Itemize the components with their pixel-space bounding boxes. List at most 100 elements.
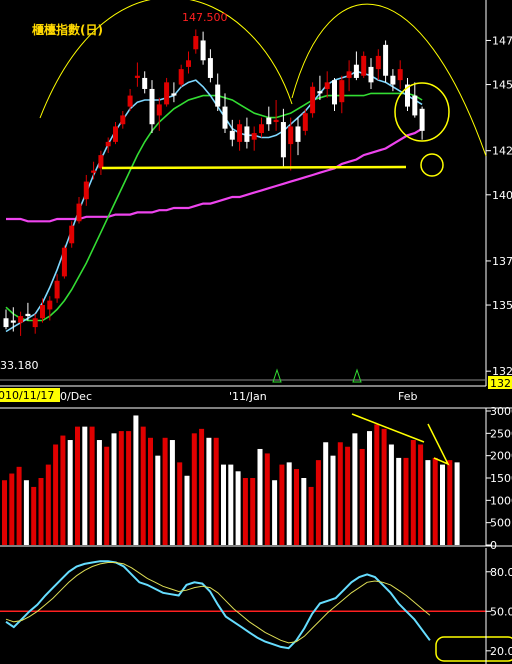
- candle-body: [105, 141, 111, 147]
- candle-body: [149, 88, 155, 125]
- volume-bar: [396, 457, 402, 545]
- candle-body: [156, 104, 162, 116]
- volume-bar: [403, 457, 409, 545]
- candle-body: [383, 44, 389, 76]
- candle-body: [259, 124, 264, 134]
- volume-trend-arrow: [427, 423, 450, 466]
- volume-bar: [447, 460, 453, 545]
- volume-trend-line: [351, 413, 425, 443]
- price-tick-label: 132: [492, 365, 512, 378]
- low-price-label: 33.180: [0, 359, 39, 372]
- candle-body: [353, 64, 359, 78]
- signal-triangle-2: [352, 368, 362, 383]
- candle-body: [302, 113, 308, 131]
- volume-bar: [89, 426, 95, 545]
- volume-bar: [250, 478, 256, 545]
- price-tick-label: 145: [492, 79, 512, 92]
- volume-bar: [330, 455, 336, 545]
- volume-bar: [126, 431, 132, 545]
- candle-body: [222, 106, 228, 129]
- volume-tick-label: 2500: [490, 427, 512, 440]
- candle-body: [215, 84, 221, 107]
- candle-body: [113, 126, 118, 142]
- kd-highlight-box: [435, 636, 512, 662]
- candle-body: [76, 203, 82, 222]
- volume-bar: [191, 433, 197, 545]
- volume-tick-label: 1500: [490, 472, 512, 485]
- volume-bar: [359, 448, 365, 545]
- volume-bar: [440, 464, 445, 545]
- candle-body: [178, 69, 184, 85]
- volume-bar: [418, 444, 424, 545]
- price-axis: 132 135 137 140 142 145 147: [486, 34, 512, 378]
- d-line: [5, 562, 431, 644]
- volume-bar: [67, 440, 73, 545]
- volume-bar: [454, 462, 460, 545]
- candle-body: [3, 318, 9, 328]
- kd-panel: [0, 560, 512, 662]
- candle-body: [69, 225, 75, 244]
- candle-body: [83, 181, 89, 200]
- candle-body: [120, 115, 126, 125]
- candle-body: [324, 82, 330, 89]
- volume-bar: [16, 466, 22, 545]
- candle-body: [375, 55, 381, 70]
- volume-bar: [133, 415, 139, 545]
- candle-body: [310, 86, 316, 114]
- volume-bar: [38, 478, 44, 545]
- volume-bar: [264, 453, 270, 545]
- support-line: [101, 165, 407, 170]
- volume-bar: [286, 462, 292, 545]
- volume-axis: 050010001500200025003000: [0, 405, 512, 552]
- candle-body: [171, 93, 177, 96]
- candle-body: [18, 316, 24, 323]
- volume-panel: [2, 413, 460, 545]
- candle-body: [368, 66, 374, 83]
- volume-bar: [432, 457, 438, 545]
- date-tick-label: '11/Jan: [229, 390, 267, 403]
- volume-bar: [345, 446, 351, 545]
- date-box-label: 2010/11/17: [0, 389, 54, 402]
- volume-bar: [9, 473, 15, 545]
- date-tick-label: 0/Dec: [60, 390, 92, 403]
- volume-bar: [177, 462, 183, 545]
- volume-bar: [279, 464, 285, 545]
- candle-body: [288, 126, 294, 145]
- volume-bar: [2, 480, 7, 545]
- candle-body: [317, 91, 323, 94]
- candle-body: [346, 71, 352, 78]
- volume-bar: [184, 475, 190, 545]
- volume-bar: [60, 435, 66, 545]
- volume-bar: [388, 444, 394, 545]
- volume-bar: [381, 428, 387, 545]
- ma-long-line: [6, 127, 423, 223]
- kd-tick-label: 20.0: [490, 645, 512, 658]
- volume-bar: [23, 480, 29, 545]
- ma-mid-line: [5, 92, 423, 322]
- kd-tick-label: 50.0: [490, 605, 512, 618]
- candle-body: [10, 320, 16, 323]
- candle-body: [142, 77, 148, 89]
- volume-bar: [45, 464, 51, 545]
- price-tick-label: 140: [492, 189, 512, 202]
- volume-bar: [148, 437, 153, 545]
- candle-body: [412, 95, 418, 116]
- price-tick-label: 147: [492, 34, 512, 47]
- volume-bar: [162, 437, 168, 545]
- signal-triangle-1: [272, 368, 282, 383]
- volume-bar: [111, 433, 117, 545]
- volume-bar: [140, 426, 146, 545]
- candle-body: [397, 69, 403, 81]
- volume-bar: [228, 464, 234, 545]
- candle-body: [339, 80, 345, 103]
- candle-body: [193, 36, 199, 50]
- candle-body: [186, 60, 191, 67]
- candle-body: [164, 82, 170, 105]
- volume-bar: [221, 464, 226, 545]
- volume-bar: [53, 444, 59, 545]
- volume-bar: [272, 480, 278, 545]
- price-tick-label: 137: [492, 255, 512, 268]
- volume-bar: [31, 486, 37, 545]
- candle-body: [419, 108, 425, 131]
